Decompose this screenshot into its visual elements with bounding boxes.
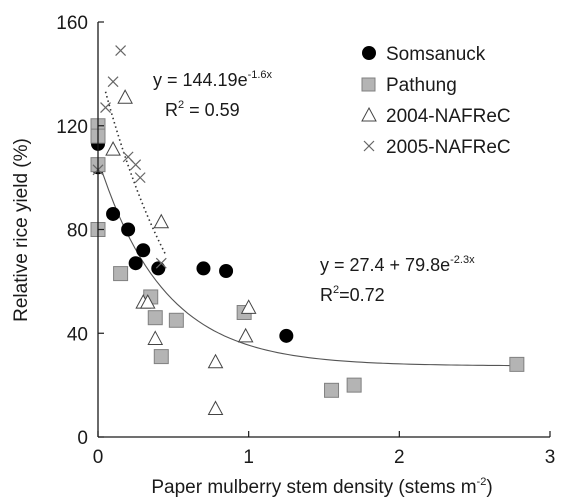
point-pathung-4 [113, 266, 129, 282]
point-somsanuck-4 [128, 256, 143, 271]
point-2004-nafrec-6 [207, 353, 224, 369]
legend-label-somsanuck: Somsanuck [386, 44, 486, 65]
axis-tick-labels: 0 40 80 120 160 0 1 2 3 [56, 13, 555, 468]
point-somsanuck-8 [219, 264, 234, 278]
point-2005-nafrec-2 [115, 45, 127, 56]
point-pathung-12 [509, 356, 525, 372]
point-pathung-11 [346, 377, 362, 393]
y-tick-label-40: 40 [67, 324, 88, 345]
point-somsanuck-6 [151, 261, 166, 276]
point-2004-nafrec-9 [240, 299, 257, 314]
point-somsanuck-3 [121, 222, 136, 237]
y-tick-label-160: 160 [56, 13, 88, 34]
x-tick-label-3: 3 [545, 447, 556, 468]
point-somsanuck-2 [106, 206, 121, 221]
point-2004-nafrec-0 [105, 141, 121, 156]
legend-label-pathung: Pathung [386, 75, 457, 96]
point-2004-nafrec-7 [207, 400, 224, 415]
point-pathung-7 [153, 349, 169, 365]
y-axis-title: Relative rice yield (%) [11, 138, 32, 322]
y-tick-label-0: 0 [77, 428, 88, 449]
y-tick-label-120: 120 [56, 117, 88, 138]
point-2005-nafrec-4 [130, 159, 142, 171]
point-pathung-10 [324, 382, 340, 398]
point-2004-nafrec-4 [147, 330, 164, 345]
fit-equation-asymptotic: y = 27.4 + 79.8e-2.3x [320, 254, 475, 275]
point-2004-nafrec-3 [139, 294, 156, 309]
x-tick-label-2: 2 [394, 447, 405, 468]
legend-label-2005-nafrec: 2005-NAFReC [386, 137, 511, 158]
fit-r2-exponential: R2 = 0.59 [165, 99, 240, 120]
legend: Somsanuck Pathung 2004-NAFReC 2005-NAFRe… [361, 44, 511, 158]
point-2005-nafrec-6 [155, 257, 167, 269]
point-somsanuck-9 [279, 328, 294, 343]
point-somsanuck-5 [136, 243, 151, 258]
point-2005-nafrec-0 [100, 102, 111, 114]
legend-marker-2004-nafrec [361, 106, 377, 122]
legend-marker-pathung [361, 77, 376, 92]
y-tick-label-80: 80 [67, 221, 88, 242]
point-2004-nafrec-1 [117, 89, 133, 104]
point-pathung-6 [147, 310, 163, 326]
point-2004-nafrec-5 [153, 213, 170, 229]
point-2005-nafrec-5 [134, 172, 146, 184]
point-somsanuck-7 [196, 261, 211, 276]
x-axis-title: Paper mulberry stem density (stems m-2) [151, 476, 492, 498]
legend-label-2004-nafrec: 2004-NAFReC [386, 106, 511, 127]
legend-marker-2005-nafrec [363, 140, 375, 152]
fit-curve-asymptotic [97, 158, 520, 367]
legend-marker-somsanuck [362, 46, 376, 60]
fit-curve-exponential [104, 91, 167, 256]
axis-ticks [97, 21, 551, 438]
fit-r2-asymptotic: R2=0.72 [320, 284, 385, 305]
fit-curves [97, 91, 520, 367]
point-2005-nafrec-1 [107, 76, 119, 88]
point-2004-nafrec-8 [237, 327, 254, 343]
point-pathung-8 [168, 312, 184, 328]
data-markers [90, 45, 525, 415]
fit-equation-exponential: y = 144.19e-1.6x [153, 69, 273, 90]
x-tick-label-1: 1 [243, 447, 254, 468]
x-tick-label-0: 0 [93, 447, 104, 468]
